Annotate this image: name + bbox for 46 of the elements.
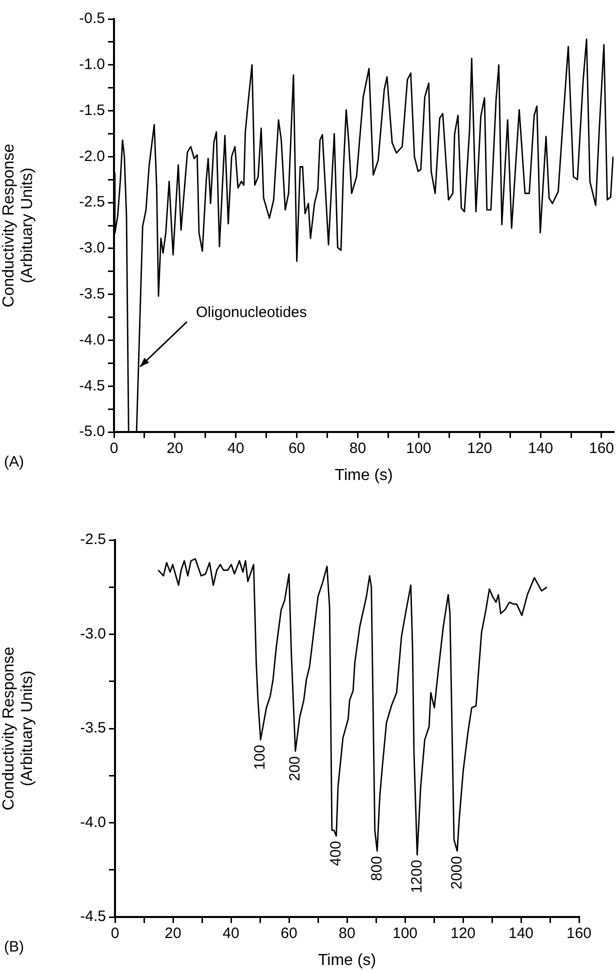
y-tick-label: -3.5	[80, 720, 106, 737]
x-tick-label: 100	[392, 925, 418, 942]
x-tick-label: 40	[222, 925, 240, 942]
y-tick-label: -5.0	[79, 423, 105, 440]
annotation: 1200	[408, 860, 426, 894]
x-tick-label: 40	[228, 440, 244, 458]
x-tick-label: 120	[467, 440, 492, 458]
x-tick-label: 160	[566, 925, 592, 942]
x-tick-label: 140	[508, 925, 534, 942]
y-tick-label: -4.5	[79, 377, 105, 394]
y-axis-title: Conductivity Response (Arbituary Units)	[0, 144, 36, 308]
y-tick-label: -3.5	[79, 285, 105, 302]
y-tick-label: -2.5	[79, 194, 105, 211]
y-tick-label: -4.0	[79, 331, 105, 348]
y-axis-title: Conductivity Response (Arbituary Units)	[0, 646, 36, 810]
y-tick-label: -1.0	[79, 56, 105, 74]
y-tick-label: -1.5	[79, 102, 105, 119]
x-tick-label: 120	[450, 925, 476, 942]
x-axis-title: Time (s)	[318, 952, 376, 969]
annotation: 800	[368, 856, 386, 882]
annotation: 2000	[448, 856, 466, 890]
text: (B)	[4, 938, 24, 956]
x-tick-label: 20	[164, 925, 182, 942]
y-tick-label: -3.0	[79, 240, 105, 257]
y-tick-label: -4.5	[80, 908, 106, 926]
x-tick-label: 60	[288, 440, 306, 458]
annotation: 100	[252, 744, 269, 770]
annotation: 200	[286, 756, 304, 782]
y-tick-label: -2.5	[80, 531, 106, 548]
y-tick-label: -2.0	[79, 148, 105, 165]
x-tick-label: 0	[110, 925, 120, 942]
x-tick-label: 60	[280, 925, 298, 942]
y-tick-label: -3.0	[80, 625, 106, 642]
x-tick-label: 20	[166, 440, 184, 458]
x-tick-label: 80	[349, 440, 366, 458]
text: (A)	[4, 454, 24, 471]
annotation: 400	[327, 840, 344, 866]
y-tick-label: -4.0	[80, 814, 106, 831]
x-tick-label: 140	[528, 440, 554, 458]
x-tick-label: 160	[588, 440, 614, 458]
y-tick-label: -0.5	[79, 10, 105, 28]
x-axis-title: Time (s)	[334, 466, 393, 484]
x-tick-label: 80	[338, 925, 356, 942]
x-tick-label: 0	[110, 440, 118, 458]
x-tick-label: 100	[406, 440, 432, 458]
annotation: Oligonucleotides	[196, 304, 307, 321]
